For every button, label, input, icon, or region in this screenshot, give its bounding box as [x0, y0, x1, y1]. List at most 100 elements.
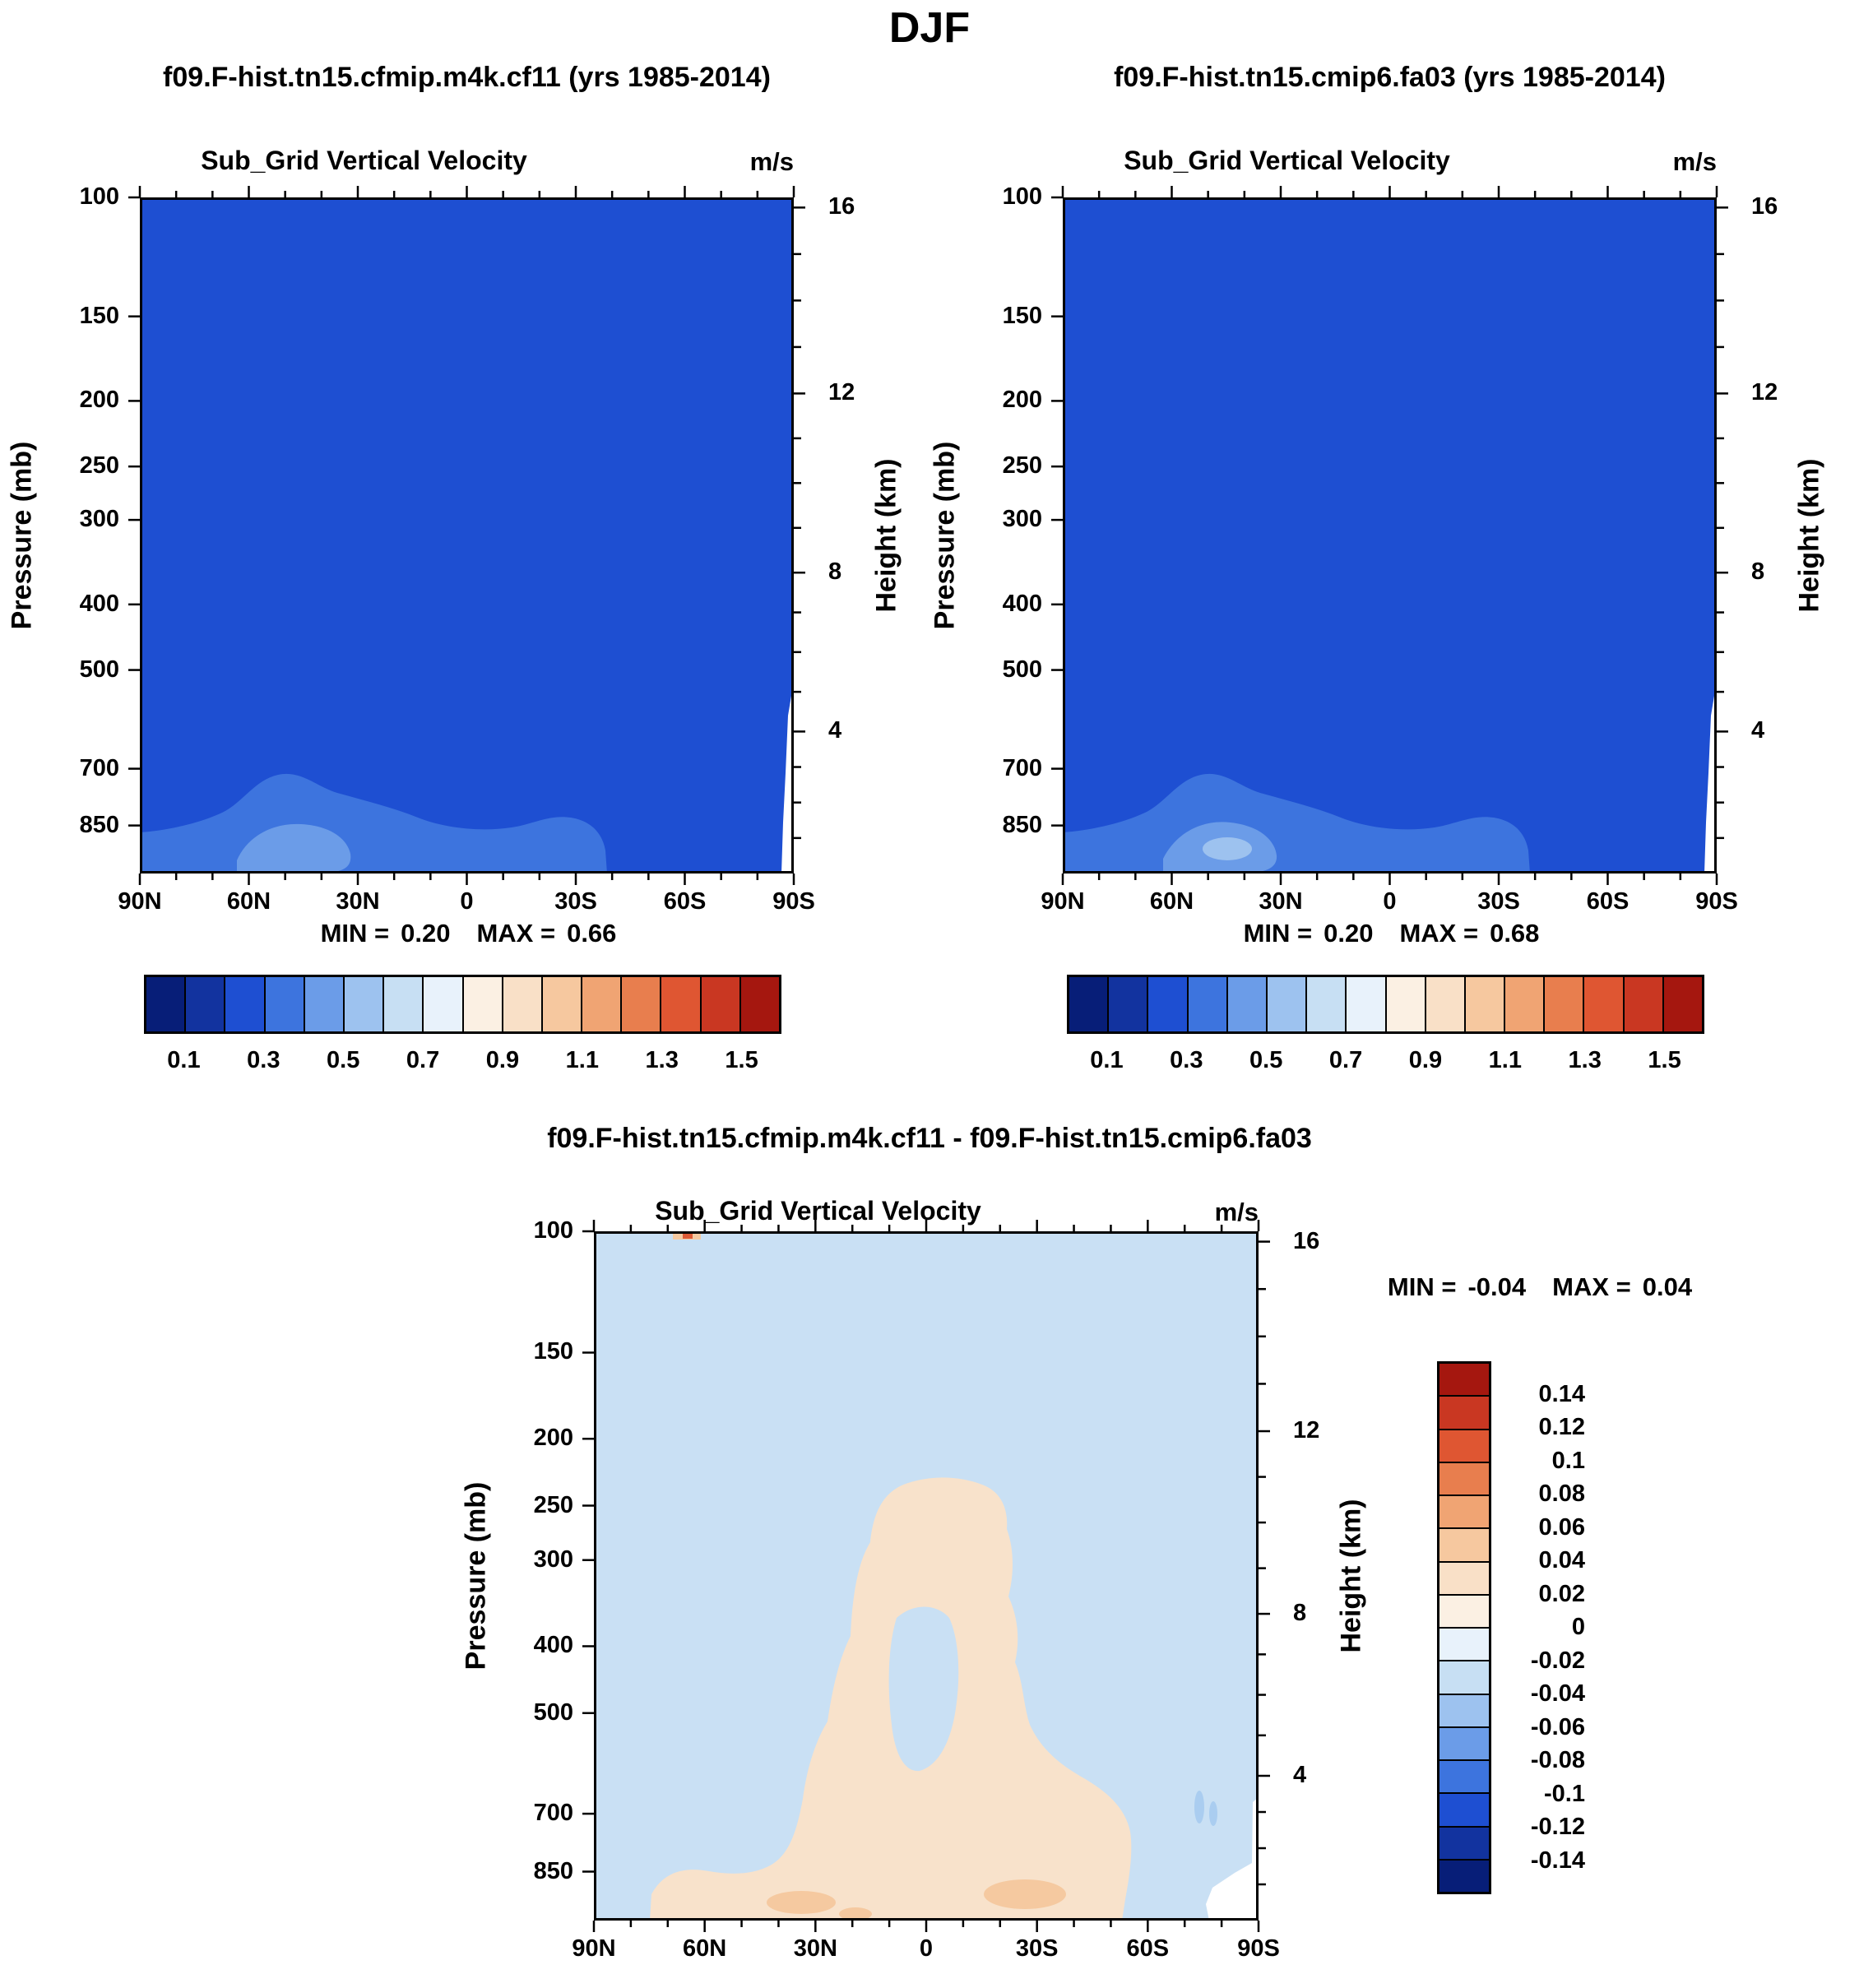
stats-left: MIN = 0.20 MAX = 0.66	[140, 919, 794, 948]
max-value: 0.04	[1642, 1272, 1693, 1301]
colorbar-tick-label: 0.14	[1538, 1380, 1585, 1407]
colorbar-segment	[1439, 1397, 1489, 1430]
colorbar-tick-label: -0.04	[1530, 1680, 1585, 1707]
colorbar-segment	[1439, 1595, 1489, 1629]
colorbar-segment	[1505, 977, 1546, 1031]
colorbar-segment	[1439, 1496, 1489, 1530]
colorbar-segment	[1439, 1727, 1489, 1761]
panel-right-subtitle: Sub_Grid Vertical Velocity	[1124, 146, 1450, 175]
colorbar-segment	[582, 977, 623, 1031]
field-fill	[140, 197, 794, 874]
colorbar-segment	[1545, 977, 1585, 1031]
colorbar-segment	[424, 977, 464, 1031]
colorbar-tick-label: 0.04	[1538, 1547, 1585, 1573]
negative-streak-60s	[1194, 1791, 1204, 1823]
height-tick-label: 12	[1751, 379, 1778, 406]
colorbar-tick-label: 1.5	[725, 1047, 758, 1073]
height-tick-label: 16	[828, 193, 855, 220]
pressure-tick-label: 500	[533, 1698, 573, 1726]
colorbar-tick-label: -0.08	[1530, 1747, 1585, 1773]
colorbar-tick-label: -0.06	[1530, 1713, 1585, 1740]
latitude-tick-label: 90N	[1041, 888, 1085, 915]
colorbar-tick-label: 0.7	[406, 1047, 440, 1073]
contour-plot-left	[128, 186, 805, 885]
colorbar-segment	[1439, 1629, 1489, 1662]
latitude-tick-label: 60S	[663, 888, 707, 915]
colorbar-segment	[1465, 977, 1506, 1031]
negative-streak-60s-2	[1209, 1801, 1217, 1826]
colorbar-tick-label: 0.9	[1408, 1047, 1443, 1073]
colorbar-tick-label: 1.1	[1488, 1047, 1522, 1073]
colorbar-tick-label: 0	[1571, 1614, 1585, 1640]
axis-ticks	[128, 186, 805, 885]
latitude-tick-label: 90S	[1237, 1935, 1280, 1962]
pressure-tick-label: 100	[533, 1217, 573, 1244]
colorbar-tick-label: 0.1	[1551, 1447, 1585, 1474]
pressure-tick-label: 200	[79, 387, 119, 414]
colorbar-segment	[503, 977, 543, 1031]
colorbar-segment	[1188, 977, 1228, 1031]
pressure-tick-label: 250	[1002, 452, 1042, 480]
panel-left-title: f09.F-hist.tn15.cfmip.m4k.cf11 (yrs 1985…	[163, 62, 771, 93]
pressure-tick-label: 700	[533, 1800, 573, 1827]
latitude-tick-label: 60N	[226, 888, 271, 915]
colorbar-segment	[661, 977, 702, 1031]
latitude-tick-label: 0	[1383, 888, 1397, 915]
pressure-tick-label: 700	[79, 754, 119, 781]
top-edge-speck-core	[683, 1233, 693, 1239]
pressure-tick-label: 300	[79, 506, 119, 533]
latitude-tick-label: 30N	[793, 1935, 837, 1962]
max-label: MAX =	[476, 919, 556, 948]
panel-right-units: m/s	[1672, 147, 1717, 176]
latitude-tick-label: 90N	[118, 888, 162, 915]
colorbar-segment	[1347, 977, 1387, 1031]
colorbar-segment	[1426, 977, 1466, 1031]
colorbar-tick-label: 0.08	[1538, 1481, 1585, 1507]
colorbar-segment	[1584, 977, 1625, 1031]
colorbar-segment	[1663, 977, 1702, 1031]
height-tick-label: 8	[1751, 558, 1765, 586]
panel-left-subtitle: Sub_Grid Vertical Velocity	[201, 146, 527, 175]
colorbar-tick-label: 0.5	[327, 1047, 360, 1073]
colorbar-tick-label: 0.1	[1090, 1047, 1124, 1073]
min-label: MIN =	[320, 919, 390, 948]
latitude-tick-label: 30S	[554, 888, 597, 915]
pressure-tick-label: 500	[1002, 656, 1042, 683]
max-label: MAX =	[1552, 1272, 1631, 1301]
colorbar-vertical	[1437, 1361, 1491, 1894]
colorbar-segment	[1267, 977, 1308, 1031]
colorbar-tick-label: 1.3	[1568, 1047, 1602, 1073]
colorbar-segment	[1386, 977, 1426, 1031]
height-tick-label: 16	[1293, 1227, 1320, 1254]
positive-spot-25s	[984, 1879, 1066, 1909]
min-value: -0.04	[1467, 1272, 1527, 1301]
min-value: 0.20	[1324, 919, 1374, 948]
colorbar-segment	[1069, 977, 1110, 1031]
colorbar-segment	[304, 977, 345, 1031]
height-tick-label: 4	[1751, 717, 1765, 744]
colorbar-segment	[1439, 1827, 1489, 1861]
colorbar-horizontal	[144, 975, 781, 1034]
latitude-tick-label: 60N	[683, 1935, 727, 1962]
pressure-tick-label: 300	[1002, 506, 1042, 533]
antarctica-terrain-gap	[1206, 1797, 1259, 1921]
axis-ticks	[1051, 186, 1728, 885]
surface-maximum-core	[1203, 837, 1252, 860]
colorbar-tick-label: 0.06	[1538, 1513, 1585, 1541]
latitude-tick-label: 90S	[1695, 888, 1738, 915]
height-axis-label: Height (km)	[1335, 1499, 1367, 1653]
colorbar-segment	[384, 977, 424, 1031]
colorbar-tick-label: 1.5	[1648, 1047, 1681, 1073]
pressure-tick-label: 850	[79, 811, 119, 838]
panel-diff-units: m/s	[1214, 1198, 1259, 1226]
colorbar-tick-label: 0.12	[1538, 1414, 1585, 1440]
colorbar-tick-label: 0.02	[1538, 1580, 1585, 1607]
colorbar-tick-label: 0.3	[1170, 1047, 1203, 1073]
colorbar-segment	[1439, 1661, 1489, 1695]
latitude-tick-label: 90N	[572, 1935, 616, 1962]
pressure-tick-label: 200	[1002, 387, 1042, 414]
colorbar-segment	[542, 977, 583, 1031]
height-tick-label: 4	[1293, 1762, 1307, 1789]
colorbar-segment	[740, 977, 779, 1031]
colorbar-segment	[1439, 1364, 1489, 1397]
